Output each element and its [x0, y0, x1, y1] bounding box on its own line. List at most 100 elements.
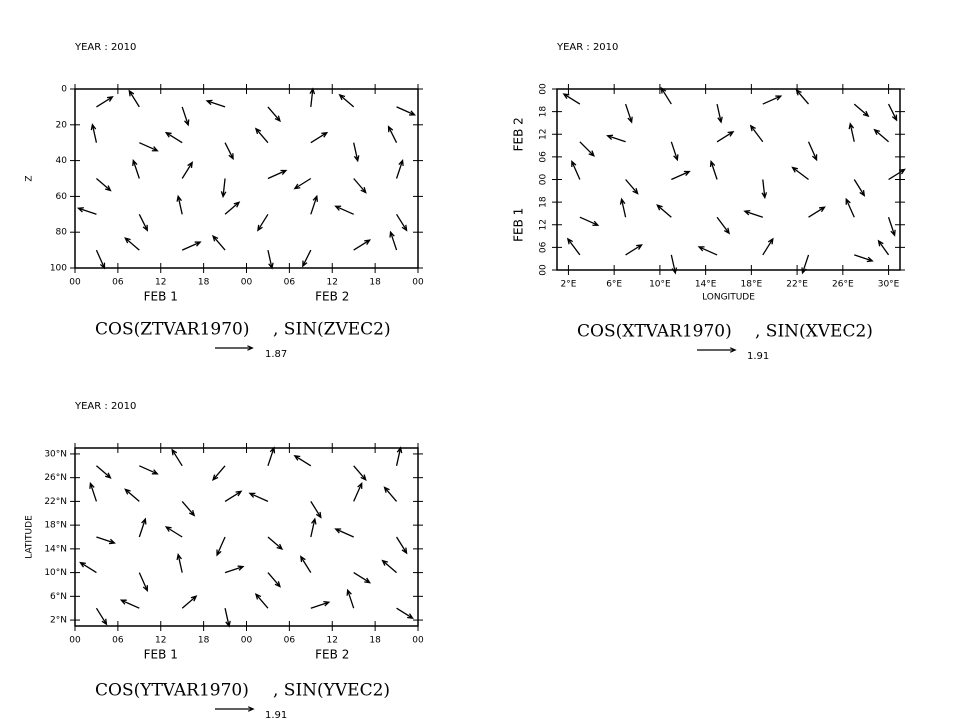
- vector-arrow: [302, 249, 312, 268]
- vector-arrow: [220, 178, 227, 199]
- plot-frame: [74, 447, 419, 627]
- vector-arrow: [334, 205, 354, 215]
- vector-arrow: [267, 446, 276, 467]
- caption-left: COS(ZTVAR1970): [95, 320, 249, 340]
- vector-arrow: [176, 194, 183, 215]
- vector-arrow: [888, 168, 906, 181]
- vector-arrow: [716, 103, 723, 124]
- x-tick-label: 18: [369, 636, 381, 646]
- vector-arrow: [873, 128, 889, 143]
- y-tick-label: 60: [56, 192, 68, 202]
- y-tick-label: 06: [539, 241, 549, 253]
- vector-arrow: [224, 490, 243, 502]
- x-tick-label: 12: [327, 278, 338, 288]
- vector-arrow: [181, 241, 202, 251]
- x-tick-label: 18: [369, 278, 381, 288]
- vector-arrow: [387, 125, 398, 143]
- vector-arrow: [310, 194, 319, 215]
- vector-arrow: [334, 528, 354, 538]
- reference-label: 1.91: [265, 710, 287, 720]
- vector-arrow: [853, 179, 866, 197]
- x-tick-label: 30°E: [878, 280, 900, 290]
- vector-arrow: [293, 454, 312, 467]
- x-tick-label: 12: [327, 636, 338, 646]
- y-tick-label: 18: [539, 196, 549, 208]
- x-tick-label: 00: [241, 278, 253, 288]
- caption-right: , SIN(ZVEC2): [273, 320, 391, 340]
- vector-arrow: [224, 608, 231, 628]
- vector-arrow: [76, 207, 97, 215]
- x-tick-label: 00: [69, 636, 81, 646]
- vector-arrow: [396, 607, 414, 620]
- plot-frame: [556, 88, 901, 271]
- vector-arrow: [95, 249, 106, 270]
- vector-arrow: [224, 142, 234, 161]
- x-tick-label: 18°E: [741, 280, 763, 290]
- vector-arrow: [293, 177, 312, 190]
- vector-arrow: [95, 607, 108, 626]
- y-tick-label: 00: [539, 174, 549, 186]
- vector-arrow: [254, 592, 269, 609]
- y-tick-label: 100: [50, 264, 67, 274]
- x-tick-label: 18: [198, 278, 210, 288]
- vector-arrow: [624, 103, 633, 124]
- caption-right: , SIN(YVEC2): [273, 681, 390, 701]
- vector-arrow: [791, 166, 809, 181]
- caption-left: COS(XTVAR1970): [577, 322, 732, 342]
- panel-title: YEAR : 2010: [556, 42, 618, 53]
- y-group-label: FEB 2: [512, 117, 526, 151]
- vector-arrow: [119, 599, 140, 609]
- vector-arrow: [138, 517, 147, 538]
- x-tick-label: 06: [284, 636, 296, 646]
- vector-arrow: [762, 237, 774, 256]
- vector-arrow: [566, 237, 581, 256]
- vector-arrow: [89, 481, 98, 502]
- x-group-label: FEB 2: [315, 290, 349, 304]
- vector-arrow: [96, 536, 116, 545]
- vector-arrow: [181, 595, 198, 609]
- x-tick-label: 26°E: [832, 280, 854, 290]
- reference-label: 1.91: [747, 351, 769, 362]
- x-tick-label: 12: [155, 278, 166, 288]
- vector-arrow: [257, 213, 269, 232]
- y-tick-label: 22°N: [44, 497, 67, 507]
- vector-arrow: [96, 96, 114, 108]
- x-tick-label: 14°E: [695, 280, 717, 290]
- vector-arrow: [164, 526, 183, 538]
- y-tick-label: 00: [539, 83, 549, 95]
- vector-arrow: [181, 106, 190, 127]
- x-tick-label: 06: [284, 278, 296, 288]
- vector-arrow: [808, 206, 826, 218]
- vector-arrow: [887, 103, 898, 122]
- vector-arrow: [353, 465, 367, 482]
- caption-left: COS(YTVAR1970): [95, 681, 249, 701]
- x-group-label: FEB 1: [144, 290, 178, 304]
- vector-arrow: [395, 158, 404, 179]
- vector-arrow: [877, 239, 890, 256]
- y-tick-label: 14°N: [44, 544, 67, 554]
- vector-arrow: [562, 93, 581, 105]
- vector-arrow: [579, 141, 595, 157]
- vector-arrow: [670, 141, 679, 162]
- reference-arrow: [215, 706, 255, 712]
- vector-arrow: [743, 210, 764, 218]
- vector-arrow: [887, 217, 896, 237]
- x-tick-label: 00: [241, 636, 253, 646]
- y-tick-label: 12: [539, 219, 549, 230]
- vector-arrow: [716, 216, 731, 235]
- vector-arrow: [310, 131, 329, 144]
- vector-arrow: [396, 106, 417, 116]
- vector-arrow: [845, 197, 855, 218]
- y-tick-label: 10°N: [44, 568, 67, 578]
- vector-arrow: [216, 536, 226, 557]
- vector-arrow: [138, 572, 148, 593]
- vector-arrow: [124, 488, 140, 502]
- vector-arrow: [254, 127, 269, 144]
- vector-arrow: [224, 201, 241, 215]
- vector-arrow: [205, 99, 226, 108]
- y-tick-label: 18: [539, 106, 549, 118]
- reference-arrow: [215, 345, 254, 351]
- vector-arrow: [353, 239, 372, 251]
- vector-arrow: [353, 178, 367, 194]
